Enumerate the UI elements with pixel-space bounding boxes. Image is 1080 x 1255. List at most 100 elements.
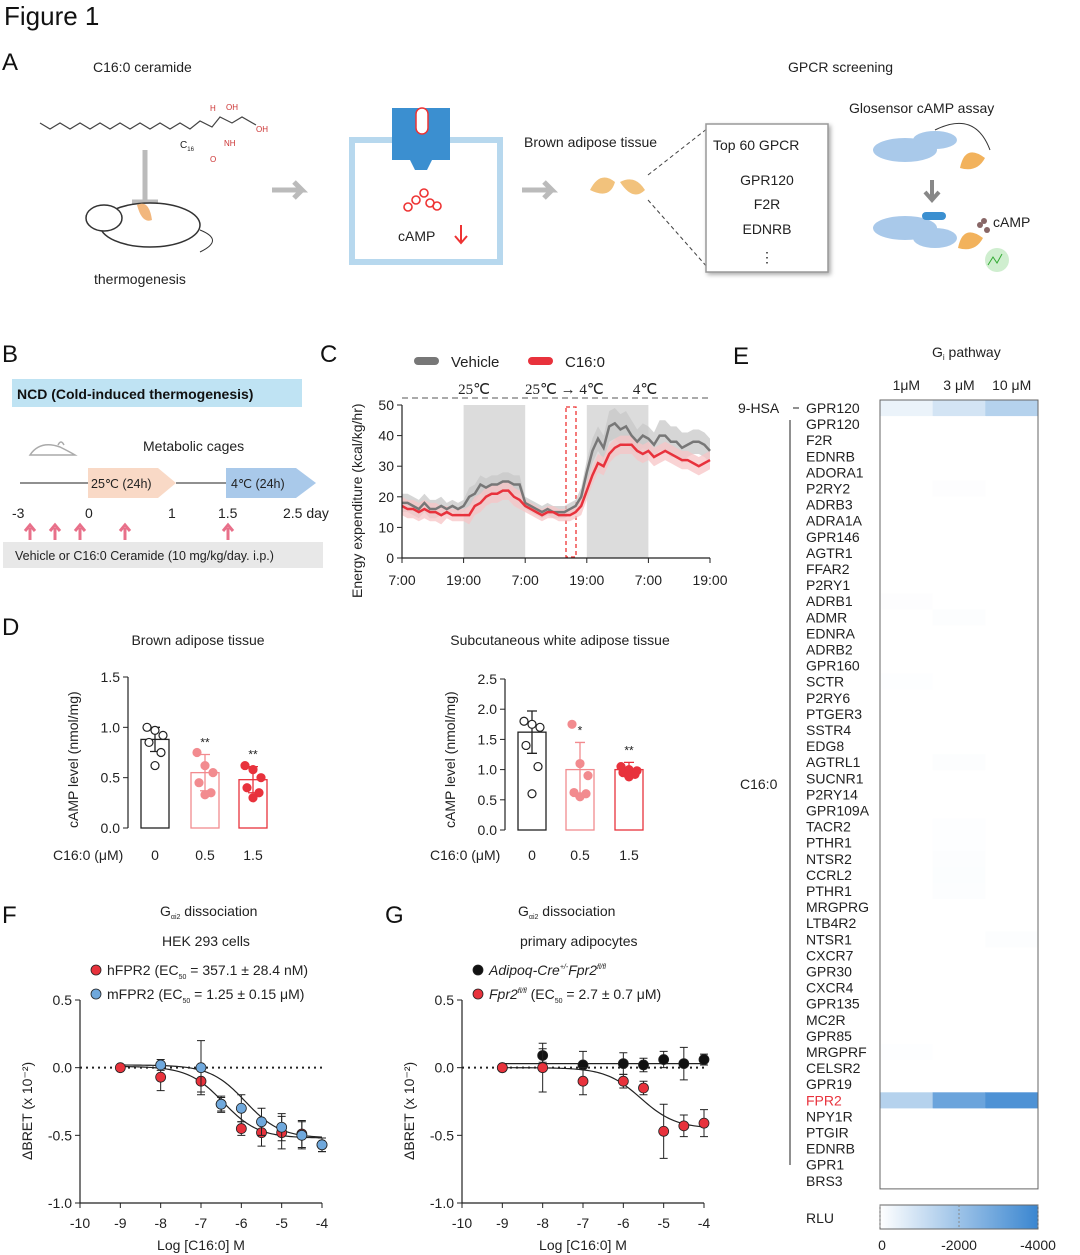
legend-label: hFPR2 (EC50 = 357.1 ± 28.4 nM) [107, 962, 308, 981]
row-label: EDG8 [806, 738, 844, 754]
row-label: SSTR4 [806, 722, 851, 738]
treatment-box [3, 542, 323, 568]
x-tick-label: -5 [275, 1215, 288, 1231]
legend-part: Adipoq-Cre [488, 962, 560, 978]
y-tick-label: -1.0 [430, 1195, 454, 1211]
heatmap-cell [880, 899, 934, 916]
row-label: GPR30 [806, 964, 852, 980]
heatmap-cell [932, 850, 986, 868]
data-point [698, 1117, 710, 1129]
x-tick-label: -4 [316, 1215, 329, 1231]
heatmap-cell [880, 834, 934, 852]
heatmap-cell [985, 722, 1039, 739]
phase-4c [226, 468, 316, 498]
heatmap-cell [932, 705, 986, 723]
y-tick-label: 2.0 [478, 701, 498, 717]
group-banner [12, 379, 302, 407]
data-point [144, 737, 154, 748]
metabolic-cages-label: Metabolic cages [143, 438, 244, 454]
y-tick-label: 1.5 [101, 669, 121, 685]
chart-title: Brown adipose tissue [131, 632, 264, 648]
x-axis-label: C16:0 (μM) [53, 847, 123, 863]
data-point [658, 1054, 670, 1065]
x-axis-label: Log [C16:0] M [539, 1237, 627, 1253]
heatmap-cell [985, 1092, 1039, 1109]
data-point [521, 740, 531, 751]
heatmap-cell [880, 1092, 934, 1109]
data-point [678, 1058, 690, 1070]
row-label: GPR85 [806, 1028, 852, 1044]
legend-swatch [528, 357, 553, 365]
mouse-icon [85, 202, 213, 253]
gpcr-item: ⋮ [760, 249, 774, 265]
heatmap-cell [880, 1172, 934, 1190]
heatmap-cell [880, 609, 934, 626]
heatmap-cell [985, 400, 1039, 417]
title-part: G [518, 903, 529, 919]
legend-marker [472, 988, 484, 1000]
temperature-label: 4℃ [633, 382, 657, 398]
heatmap-cell [880, 512, 934, 530]
heatmap-cell [880, 625, 934, 642]
injection-arrow-icon [48, 522, 62, 540]
heatmap-cell [880, 818, 934, 836]
heatmap-cell [985, 802, 1039, 820]
heatmap-cell [932, 770, 986, 787]
arrow-icon [272, 180, 309, 200]
x-tick-label: 1.5 [619, 847, 639, 863]
heatmap-cell [985, 738, 1039, 755]
figure-title: Figure 1 [4, 1, 99, 31]
panel-label: G [385, 902, 404, 929]
row-label: MRGPRG [806, 899, 869, 915]
inhibition-icon [132, 150, 158, 205]
heatmap-cell [985, 609, 1039, 626]
row-label: GPR1 [806, 1157, 844, 1173]
tick-label: 1.5 [218, 505, 238, 521]
ceramide-label: C16:0 ceramide [93, 59, 192, 75]
significance-label: ** [624, 743, 634, 757]
row-label: CELSR2 [806, 1060, 861, 1076]
axes [461, 1000, 704, 1204]
heatmap-cell [932, 963, 986, 981]
heatmap-cell [985, 834, 1039, 852]
row-label: GPR109A [806, 803, 870, 819]
heatmap-cell [985, 432, 1039, 449]
group-label-c16: C16:0 [740, 776, 778, 792]
tick-label: 0 [85, 505, 93, 521]
row-label: ADMR [806, 609, 847, 625]
data-point [208, 768, 218, 778]
heatmap-cell [985, 883, 1039, 900]
heatmap-cell [932, 480, 986, 498]
heatmap-cell [880, 995, 934, 1013]
heatmap-cell [932, 1076, 986, 1093]
heatmap-cell [985, 979, 1039, 997]
legend-part: fl/fl [597, 964, 606, 971]
x-tick-label: -7 [577, 1215, 590, 1231]
heatmap-cell [985, 1124, 1039, 1142]
x-tick-label: -5 [657, 1215, 670, 1231]
temperature-label: 25℃ [458, 382, 490, 398]
error-band-1 [402, 435, 710, 525]
title-part: αi2 [171, 914, 181, 921]
heatmap-cell [932, 625, 986, 642]
row-label: PTGER3 [806, 706, 862, 722]
heatmap-cell [985, 1027, 1039, 1045]
heatmap-cell [985, 754, 1039, 771]
heatmap-cell [880, 1124, 934, 1142]
chart-subtitle: primary adipocytes [520, 933, 638, 949]
heatmap-cell [880, 561, 934, 578]
x-tick-label: 0.5 [570, 847, 590, 863]
panel-label: B [2, 341, 18, 368]
arrow-icon [522, 180, 559, 200]
y-tick-label: 50 [378, 397, 394, 413]
significance-label: ** [200, 736, 210, 750]
x-tick-label: -8 [536, 1215, 549, 1231]
y-tick-label: -1.0 [48, 1195, 72, 1211]
row-label: MRGPRF [806, 1044, 867, 1060]
y-tick-label: 0.0 [435, 1060, 455, 1076]
gpcr-item: EDNRB [742, 221, 791, 237]
legend-part: Fpr2 [568, 962, 597, 978]
data-point [192, 747, 202, 758]
data-point [150, 725, 160, 735]
heatmap-cell [985, 899, 1039, 916]
